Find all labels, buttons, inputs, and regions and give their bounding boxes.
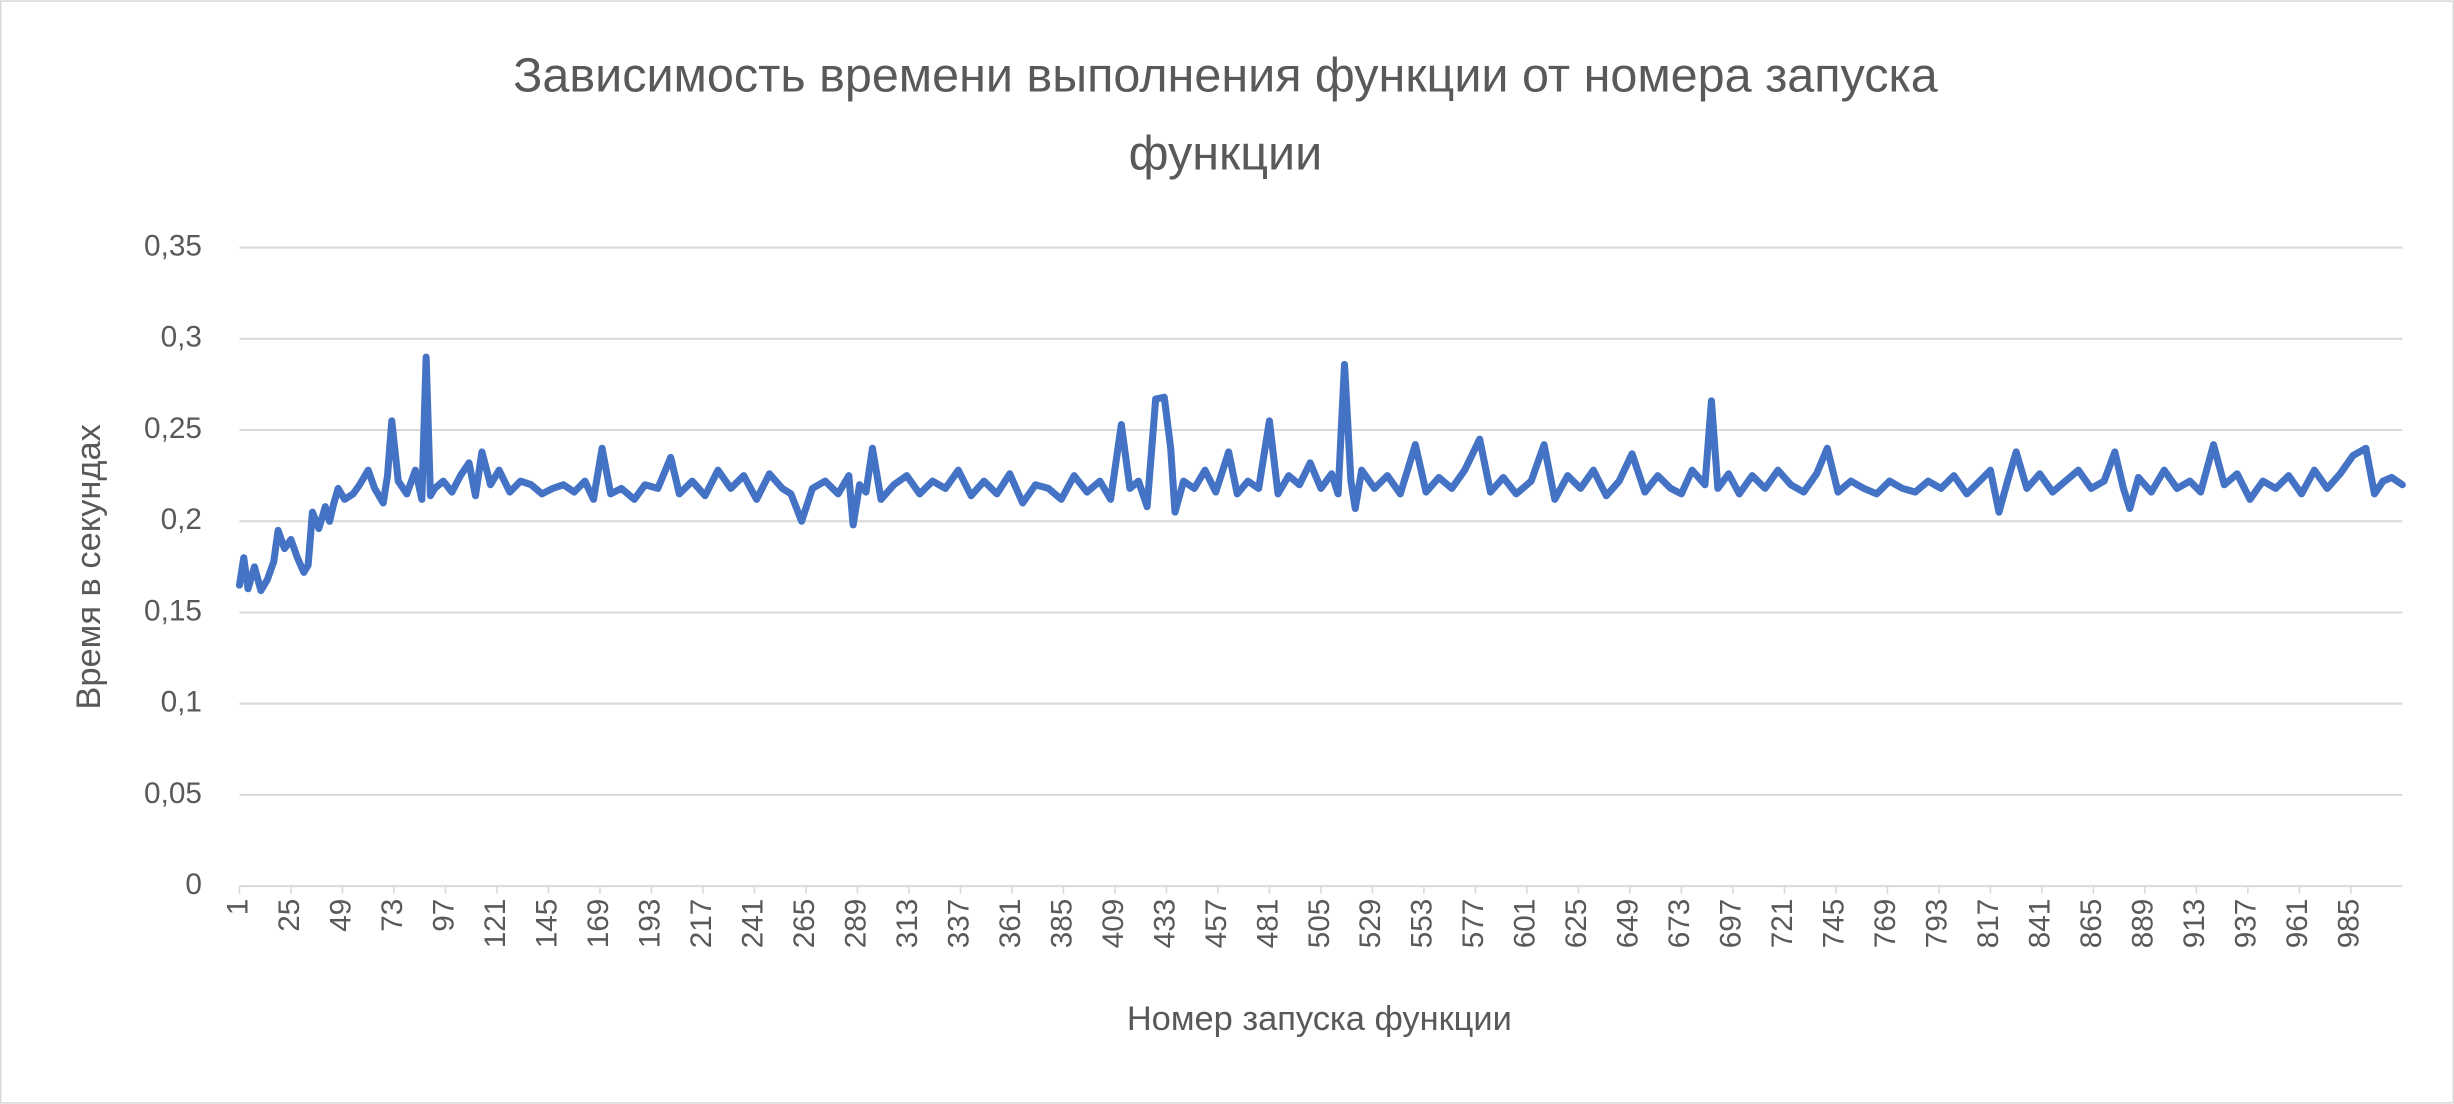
x-tick-label: 217 <box>685 899 718 949</box>
x-tick-label: 409 <box>1097 899 1130 949</box>
x-tick-label: 865 <box>2075 899 2108 949</box>
x-tick-label: 745 <box>1818 899 1851 949</box>
x-tick-label: 337 <box>942 899 975 949</box>
chart-title: Зависимость времени выполнения функции о… <box>513 48 1938 102</box>
x-tick-label: 145 <box>530 899 563 949</box>
x-axis-title: Номер запуска функции <box>1127 1000 1512 1038</box>
x-tick-label: 289 <box>839 899 872 949</box>
x-tick-label: 697 <box>1715 899 1748 949</box>
y-tick-label: 0,2 <box>161 503 202 536</box>
y-tick-label: 0,15 <box>144 594 202 627</box>
x-tick-label: 577 <box>1457 899 1490 949</box>
y-axis-title: Время в секундах <box>70 424 108 709</box>
x-tick-label: 817 <box>1972 899 2005 949</box>
x-tick-label: 937 <box>2230 899 2263 949</box>
x-tick-label: 841 <box>2024 899 2057 949</box>
x-tick-label: 457 <box>1200 899 1233 949</box>
x-tick-label: 121 <box>479 899 512 949</box>
x-tick-label: 361 <box>994 899 1027 949</box>
y-tick-label: 0,3 <box>161 321 202 354</box>
x-tick-label: 25 <box>273 899 306 932</box>
x-tick-label: 1 <box>221 899 254 916</box>
y-tick-label: 0,05 <box>144 777 202 810</box>
x-tick-label: 241 <box>736 899 769 949</box>
y-tick-label: 0 <box>185 868 202 901</box>
x-tick-label: 481 <box>1251 899 1284 949</box>
x-tick-label: 529 <box>1354 899 1387 949</box>
x-tick-label: 601 <box>1509 899 1542 949</box>
x-tick-label: 97 <box>427 899 460 932</box>
x-tick-label: 193 <box>633 899 666 949</box>
x-tick-label: 721 <box>1766 899 1799 949</box>
x-tick-label: 73 <box>376 899 409 932</box>
x-tick-label: 913 <box>2178 899 2211 949</box>
y-tick-label: 0,25 <box>144 412 202 445</box>
x-tick-label: 889 <box>2127 899 2160 949</box>
x-tick-label: 961 <box>2281 899 2314 949</box>
x-tick-label: 505 <box>1303 899 1336 949</box>
y-tick-label: 0,35 <box>144 229 202 262</box>
x-tick-label: 649 <box>1612 899 1645 949</box>
y-tick-label: 0,1 <box>161 686 202 719</box>
x-tick-label: 265 <box>788 899 821 949</box>
x-tick-label: 433 <box>1148 899 1181 949</box>
chart-title: функции <box>1129 127 1323 181</box>
x-tick-label: 169 <box>582 899 615 949</box>
x-tick-label: 385 <box>1045 899 1078 949</box>
x-tick-label: 793 <box>1921 899 1954 949</box>
data-line <box>235 353 2406 595</box>
x-tick-label: 49 <box>324 899 357 932</box>
x-tick-label: 313 <box>891 899 924 949</box>
x-tick-label: 625 <box>1560 899 1593 949</box>
x-tick-label: 553 <box>1406 899 1439 949</box>
x-tick-label: 769 <box>1869 899 1902 949</box>
x-tick-label: 673 <box>1663 899 1696 949</box>
x-tick-label: 985 <box>2333 899 2366 949</box>
